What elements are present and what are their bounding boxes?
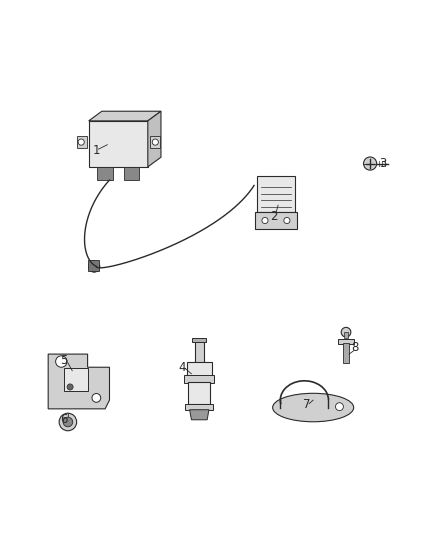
Polygon shape	[257, 176, 294, 212]
Circle shape	[67, 384, 73, 390]
Point	[258, 197, 264, 204]
Point	[363, 160, 368, 167]
Point	[367, 156, 373, 163]
Text: 2: 2	[270, 209, 278, 223]
Point	[372, 160, 377, 167]
Text: 7: 7	[303, 398, 311, 411]
Polygon shape	[124, 167, 139, 180]
Point	[385, 160, 390, 167]
Text: 8: 8	[351, 341, 358, 354]
Polygon shape	[184, 375, 214, 383]
Point	[325, 397, 331, 403]
Polygon shape	[64, 368, 88, 391]
Point	[258, 204, 264, 210]
Circle shape	[364, 157, 377, 170]
Text: 5: 5	[60, 354, 67, 367]
Circle shape	[262, 217, 268, 223]
Polygon shape	[88, 121, 148, 167]
Point	[379, 158, 385, 165]
Point	[288, 197, 293, 204]
Circle shape	[152, 139, 159, 145]
Circle shape	[341, 327, 351, 337]
Polygon shape	[190, 410, 209, 420]
Point	[382, 163, 388, 169]
Point	[379, 163, 385, 169]
Point	[367, 165, 373, 171]
Circle shape	[78, 139, 84, 145]
Circle shape	[284, 217, 290, 223]
Point	[288, 184, 293, 190]
Polygon shape	[195, 341, 204, 363]
Polygon shape	[338, 339, 354, 344]
Polygon shape	[88, 260, 99, 271]
Text: 1: 1	[92, 144, 100, 157]
Polygon shape	[97, 167, 113, 180]
Polygon shape	[343, 343, 349, 363]
Ellipse shape	[272, 393, 353, 422]
Point	[258, 184, 264, 190]
Point	[376, 158, 381, 165]
Polygon shape	[192, 338, 206, 342]
Polygon shape	[255, 212, 297, 229]
Point	[288, 191, 293, 197]
Polygon shape	[187, 361, 212, 376]
Polygon shape	[148, 111, 161, 167]
Polygon shape	[88, 111, 161, 121]
Polygon shape	[48, 354, 110, 409]
Circle shape	[92, 393, 101, 402]
Polygon shape	[344, 332, 348, 338]
Circle shape	[59, 413, 77, 431]
Text: 4: 4	[178, 361, 186, 374]
Polygon shape	[188, 382, 210, 405]
Point	[288, 204, 293, 210]
Point	[258, 191, 264, 197]
Polygon shape	[77, 136, 87, 148]
Polygon shape	[185, 403, 213, 410]
Text: 6: 6	[60, 413, 67, 426]
Polygon shape	[150, 136, 159, 148]
Text: 3: 3	[380, 157, 387, 170]
Circle shape	[56, 356, 67, 367]
Point	[278, 405, 283, 411]
Point	[376, 163, 381, 169]
Point	[374, 160, 379, 167]
Point	[325, 405, 331, 411]
Circle shape	[63, 417, 73, 427]
Point	[278, 397, 283, 403]
Point	[382, 158, 388, 165]
Circle shape	[336, 403, 343, 410]
Circle shape	[88, 261, 100, 272]
